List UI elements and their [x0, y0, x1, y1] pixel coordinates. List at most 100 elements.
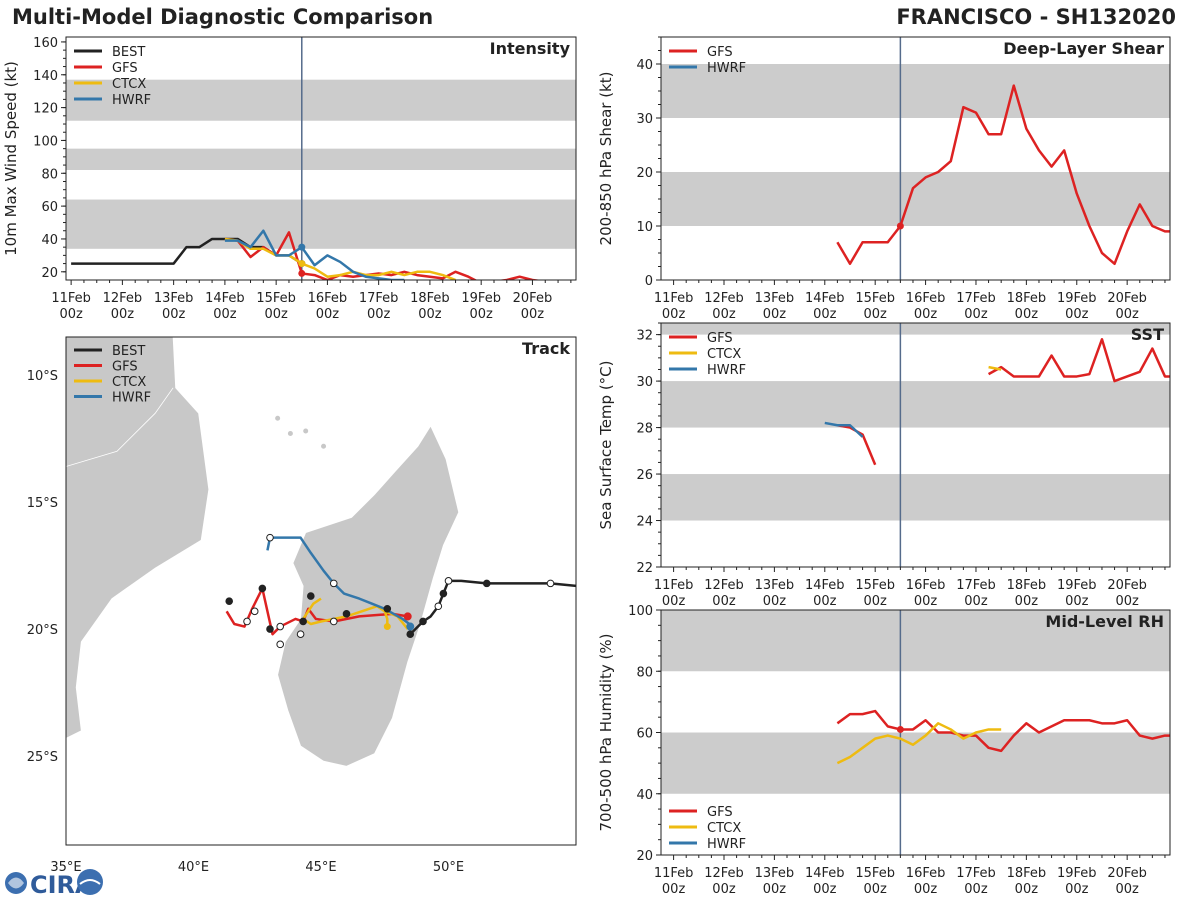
x-tick-day: 11Feb: [51, 291, 91, 306]
threshold-band: [661, 381, 1170, 428]
y-tick-label: 20: [41, 266, 58, 281]
track-point-gfs: [243, 617, 251, 626]
x-tick-day: 16Feb: [906, 866, 946, 881]
track-point-best: [482, 579, 491, 588]
track-point-gfs: [276, 640, 285, 649]
map-group: [66, 337, 591, 767]
legend-label-hwrf: HWRF: [707, 837, 746, 852]
x-tick-day: 12Feb: [704, 291, 744, 306]
x-tick-hour: 00z: [111, 307, 135, 322]
sst-panel: 22242628303211Feb00z12Feb00z13Feb00z14Fe…: [597, 322, 1171, 609]
x-tick-hour: 00z: [712, 307, 736, 322]
current-point-gfs: [896, 222, 904, 230]
x-tick-day: 18Feb: [1007, 866, 1047, 881]
series-group: [71, 229, 543, 280]
series-group: [824, 338, 1170, 466]
x-tick-hour: 00z: [1015, 594, 1039, 609]
x-tick-day: 18Feb: [410, 291, 450, 306]
x-tick-hour: 00z: [964, 307, 988, 322]
y-tick-label: 20: [636, 166, 653, 181]
x-tick-hour: 00z: [763, 882, 787, 897]
x-tick-hour: 00z: [763, 307, 787, 322]
series-line-hwrf: [824, 421, 864, 438]
x-tick-day: 20Feb: [1107, 291, 1147, 306]
figure-title: Multi-Model Diagnostic Comparison: [12, 5, 433, 29]
current-point-ctcx: [298, 260, 306, 268]
track-point-gfs: [299, 617, 307, 626]
cira-logo-badge: [77, 869, 103, 895]
x-tick-hour: 00z: [813, 594, 837, 609]
legend-label-ctcx: CTCX: [112, 375, 146, 390]
island: [586, 655, 591, 660]
panel-title: Track: [522, 339, 570, 358]
x-tick-day: 13Feb: [755, 291, 795, 306]
y-tick-label: 160: [33, 36, 58, 51]
island: [303, 428, 309, 434]
x-tick-label: 35°E: [50, 860, 81, 875]
series-line-ctcx: [224, 237, 456, 280]
axes-frame: [660, 322, 1171, 568]
x-tick-day: 19Feb: [1057, 866, 1097, 881]
track-point-best: [546, 579, 555, 588]
y-tick-label: 10: [636, 220, 653, 235]
island: [321, 443, 327, 449]
x-tick-hour: 00z: [712, 594, 736, 609]
madagascar-landmass: [277, 425, 460, 767]
y-tick-label: 120: [33, 102, 58, 117]
threshold-band: [661, 323, 1170, 335]
x-tick-day: 11Feb: [654, 291, 694, 306]
x-tick-hour: 00z: [813, 882, 837, 897]
country-border: [66, 387, 174, 467]
x-tick-day: 14Feb: [205, 291, 245, 306]
y-axis-label: 200-850 hPa Shear (kt): [597, 72, 615, 246]
storm-id-title: FRANCISCO - SH132020: [896, 5, 1176, 29]
x-tick-hour: 00z: [813, 307, 837, 322]
y-tick-label: 100: [628, 604, 653, 619]
y-tick-label: 28: [636, 422, 653, 437]
x-tick-day: 12Feb: [704, 578, 744, 593]
track-point-hwrf: [329, 579, 338, 588]
x-tick-day: 15Feb: [256, 291, 296, 306]
y-axis-label: 10m Max Wind Speed (kt): [2, 61, 20, 256]
legend-label-hwrf: HWRF: [707, 61, 746, 76]
y-tick-label: 80: [636, 665, 653, 680]
y-tick-label: 100: [33, 134, 58, 149]
x-tick-hour: 00z: [1115, 307, 1139, 322]
cira-logo-wave: [79, 879, 101, 885]
track-point-gfs: [307, 592, 315, 600]
x-tick-day: 14Feb: [805, 866, 845, 881]
y-tick-label: 10°S: [27, 369, 58, 384]
track-point-best: [434, 602, 443, 611]
track-point-gfs: [225, 597, 233, 605]
x-tick-day: 16Feb: [308, 291, 348, 306]
track-current-point-gfs: [403, 612, 412, 621]
y-tick-label: 30: [636, 375, 653, 390]
x-tick-hour: 00z: [712, 882, 736, 897]
legend-label-gfs: GFS: [707, 45, 733, 60]
x-tick-label: 40°E: [178, 860, 209, 875]
x-tick-hour: 00z: [418, 307, 442, 322]
x-tick-day: 19Feb: [1057, 291, 1097, 306]
island: [275, 415, 281, 421]
x-tick-hour: 00z: [763, 594, 787, 609]
track-point-gfs: [276, 622, 285, 631]
current-point-hwrf: [298, 243, 306, 251]
y-tick-label: 40: [636, 788, 653, 803]
series-line-ctcx: [836, 722, 1002, 765]
x-tick-day: 14Feb: [805, 291, 845, 306]
panel-title: Deep-Layer Shear: [1003, 39, 1164, 58]
legend-label-ctcx: CTCX: [112, 77, 146, 92]
x-tick-day: 16Feb: [906, 291, 946, 306]
y-tick-label: 140: [33, 69, 58, 84]
x-tick-day: 15Feb: [855, 578, 895, 593]
threshold-band: [661, 64, 1170, 118]
x-tick-day: 13Feb: [755, 578, 795, 593]
y-axis-label: 700-500 hPa Humidity (%): [597, 633, 615, 831]
x-tick-day: 17Feb: [956, 578, 996, 593]
x-tick-day: 13Feb: [755, 866, 795, 881]
x-tick-hour: 00z: [964, 594, 988, 609]
axes-frame: [65, 36, 577, 281]
y-tick-label: 80: [41, 167, 58, 182]
series-line-hwrf: [224, 229, 405, 280]
panel-title: Intensity: [490, 39, 571, 58]
